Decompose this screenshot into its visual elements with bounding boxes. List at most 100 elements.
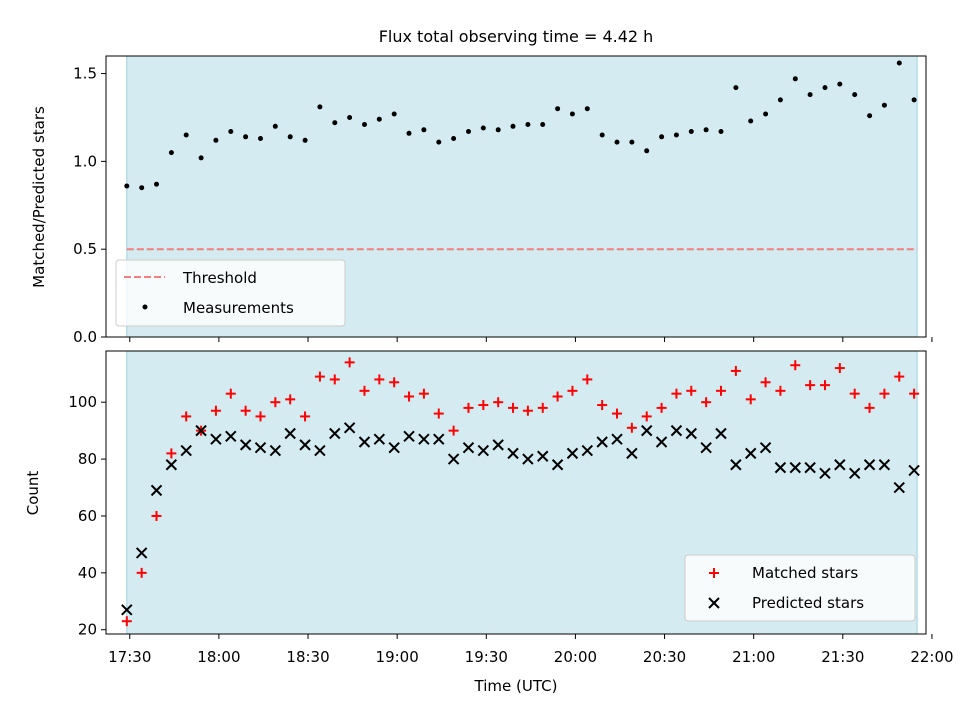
predicted-star-point	[819, 467, 831, 480]
measurement-point	[510, 123, 516, 129]
measurement-point	[659, 134, 665, 140]
predicted-star-point	[462, 441, 475, 454]
bottom-x-ticks: 17:30 18:00 18:30 19:00 19:30 20:00 20:30 21:00…	[108, 634, 954, 666]
matched-star-point	[210, 405, 221, 416]
matched-star-point	[508, 402, 519, 413]
measurement-point	[154, 181, 159, 187]
measurement-point	[822, 85, 828, 91]
bottom-marks	[121, 357, 920, 627]
measurement-point	[347, 115, 353, 120]
matched-star-point	[567, 385, 578, 396]
predicted-star-point	[655, 436, 668, 448]
matched-star-point	[404, 391, 415, 402]
matched-star-point	[849, 388, 860, 399]
predicted-star-point	[418, 433, 430, 445]
measurement-point	[213, 137, 219, 143]
measurement-point	[302, 137, 308, 143]
predicted-star-point	[537, 450, 549, 462]
measurement-point	[763, 111, 769, 117]
matched-star-point	[537, 402, 548, 413]
predicted-star-point	[685, 427, 697, 440]
predicted-star-point	[878, 459, 891, 471]
measurement-point	[837, 81, 843, 87]
measurement-point	[911, 97, 917, 103]
predicted-star-point	[314, 444, 326, 457]
x-tick-label: 21:30	[821, 648, 864, 666]
matched-star-point	[790, 360, 801, 371]
y-tick-label: 1.0	[73, 152, 97, 170]
matched-star-point	[463, 402, 474, 413]
predicted-star-point	[373, 433, 386, 445]
matched-star-point	[597, 400, 608, 411]
matched-star-point	[166, 448, 177, 459]
legend-measurements-swatch	[142, 304, 148, 310]
measurement-point	[896, 60, 902, 66]
matched-star-point	[225, 388, 236, 399]
matched-star-point	[121, 616, 132, 627]
matched-star-point	[819, 380, 830, 391]
measurement-point	[228, 129, 234, 134]
predicted-star-point	[908, 464, 920, 477]
measurement-point	[124, 183, 130, 189]
legend-predicted-swatch	[708, 597, 720, 609]
measurement-point	[718, 129, 724, 134]
measurement-point	[673, 132, 679, 138]
predicted-star-point	[210, 433, 222, 445]
y-tick-label: 20	[78, 621, 97, 639]
measurement-point	[584, 106, 590, 112]
matched-star-point	[864, 402, 875, 413]
predicted-star-point	[135, 547, 148, 559]
predicted-star-point	[284, 427, 296, 440]
y-tick-label: 1.5	[73, 65, 97, 83]
measurement-point	[332, 120, 338, 126]
legend-measurements-label: Measurements	[183, 299, 294, 317]
matched-star-point	[314, 371, 325, 382]
predicted-star-point	[477, 444, 490, 457]
top-panel: 0.0 0.5 1.0 1.5 Matched/Predicted stars Thr…	[30, 55, 933, 346]
predicted-star-point	[195, 424, 207, 437]
legend-predicted-label: Predicted stars	[752, 594, 864, 612]
matched-star-point	[151, 510, 162, 521]
predicted-star-point	[225, 430, 237, 443]
measurement-point	[243, 134, 249, 140]
measurement-point	[629, 139, 635, 145]
predicted-star-point	[626, 447, 638, 460]
matched-star-point	[701, 397, 712, 408]
predicted-star-point	[759, 441, 772, 454]
measurement-point	[807, 92, 813, 98]
chart-title: Flux total observing time = 4.42 h	[379, 27, 654, 46]
x-tick-label: 22:00	[910, 648, 953, 666]
predicted-star-point	[789, 461, 801, 474]
matched-star-point	[270, 397, 281, 408]
measurement-point	[644, 148, 650, 154]
measurement-point	[703, 127, 709, 133]
bottom-y-axis-label: Count	[24, 471, 42, 516]
matched-star-point	[300, 411, 311, 422]
matched-star-point	[552, 391, 563, 402]
bottom-legend-box	[684, 554, 916, 622]
predicted-star-point	[893, 481, 905, 494]
predicted-star-point	[150, 484, 163, 497]
measurement-point	[362, 122, 367, 127]
measurement-point	[599, 132, 605, 138]
legend-matched-swatch	[709, 568, 719, 578]
measurement-point	[852, 92, 858, 98]
matched-star-point	[671, 388, 682, 399]
measurement-point	[748, 118, 754, 124]
x-tick-label: 17:30	[108, 648, 151, 666]
predicted-star-point	[299, 439, 311, 451]
predicted-star-point	[596, 436, 608, 448]
predicted-star-point	[492, 439, 504, 451]
matched-star-point	[374, 374, 385, 385]
matched-star-point	[344, 357, 355, 368]
predicted-star-point	[611, 433, 623, 445]
matched-star-point	[255, 411, 266, 422]
matched-star-point	[389, 377, 400, 388]
measurement-point	[777, 97, 783, 103]
measurement-point	[495, 127, 501, 133]
matched-star-point	[641, 411, 652, 422]
matched-star-point	[686, 385, 697, 396]
matched-star-point	[433, 408, 444, 419]
predicted-star-point	[507, 447, 519, 460]
